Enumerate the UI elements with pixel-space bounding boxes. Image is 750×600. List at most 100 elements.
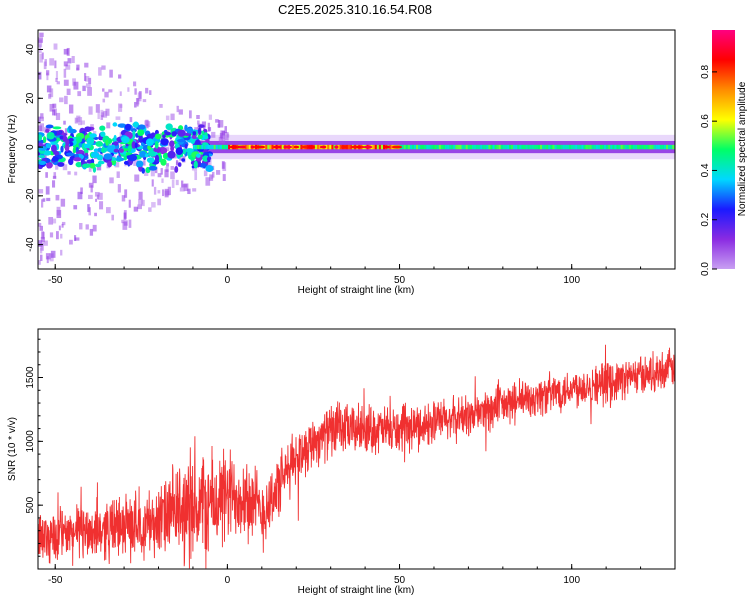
spectral-cell [129,117,133,123]
spectral-cell [544,144,547,150]
spectral-cell [90,151,100,158]
spectral-cell [55,137,61,142]
spectral-cell [164,169,169,178]
spectral-cell [205,177,211,186]
spectral-cell [148,165,158,171]
spectral-cell [531,144,534,150]
spectral-cell [68,128,77,134]
spectral-cell [55,77,58,82]
spectral-cell [614,144,617,150]
spectral-cell [442,144,446,150]
y-tick-label: 0 [25,144,36,150]
spectral-cell [75,161,83,168]
spectral-cell [216,170,221,175]
spectral-cell [69,239,73,245]
spectral-cell [104,91,109,98]
spectral-cell [102,98,106,103]
spectral-cell [226,133,230,138]
spectral-cell [599,144,603,150]
spectral-cell [378,144,382,150]
x-tick-label: -50 [48,275,63,286]
spectral-cell [75,146,79,152]
spectral-cell [414,144,417,150]
spectral-cell [246,144,249,150]
spectral-cell [224,126,227,134]
spectral-cell [38,116,41,123]
spectral-cell [668,144,671,150]
spectral-cell [74,237,80,241]
spectral-cell [87,204,90,212]
spectral-cell [95,140,103,147]
spectral-cell [88,106,93,115]
spectral-cell [566,144,570,150]
spectral-cell [573,144,576,150]
spectral-cell [73,205,78,210]
spectral-cell [519,144,522,150]
spectral-cell [109,177,114,184]
spectrogram-y-label: Frequency (Hz) [7,115,18,184]
spectral-cell [484,144,487,150]
spectral-cell [653,144,656,150]
spectral-cell [663,144,667,150]
y-tick-label: 40 [25,44,36,56]
spectral-cell [434,144,437,150]
spectrogram-x-ticks: -50 0 50 100 [48,264,676,286]
spectral-cell [58,225,61,231]
spectral-cell [113,148,119,153]
spectral-cell [93,136,99,141]
spectral-cell [552,144,555,150]
spectral-cell [209,144,212,150]
spectral-cell [272,145,282,149]
spectral-cell [48,93,52,99]
spectral-cell [500,144,503,150]
spectral-cell [206,156,211,162]
spectral-cell [60,198,66,207]
spectral-cell [108,89,113,93]
spectral-cell [100,131,106,138]
spectral-cell [137,204,142,210]
spectral-cell [265,144,268,150]
spectral-cell [144,169,149,176]
spectral-cell [504,144,508,150]
spectral-cell [134,102,137,108]
spectral-cell [533,144,537,150]
spectral-cell [73,81,79,90]
spectral-cell [428,144,431,150]
spectral-cell [53,108,57,116]
spectral-cell [635,144,638,150]
spectral-cell [334,145,339,149]
spectral-cell [142,99,147,103]
spectral-cell [542,144,545,150]
spectral-cell [440,144,444,150]
spectral-cell [639,144,642,150]
spectral-cell [40,113,44,119]
spectral-cell [133,206,139,212]
spectral-cell [102,88,105,92]
spectral-cell [165,115,170,121]
spectral-cell [102,110,108,118]
spectral-cell [68,104,74,114]
spectral-cell [175,179,179,186]
spectral-cell [157,190,161,194]
spectral-cell [59,135,64,140]
spectral-cell [161,178,164,183]
spectral-cell [56,206,61,216]
spectral-cell [610,144,613,150]
spectral-cell [221,131,225,136]
spectral-cell [38,37,43,43]
spectral-cell [525,144,528,150]
spectral-cell [38,189,44,194]
spectral-cell [521,144,524,150]
snr-frame [37,328,676,570]
spectral-cell [39,225,43,231]
spectral-cell [106,207,111,214]
spectral-cell [655,144,658,150]
spectral-cell [105,139,109,146]
spectral-cell [149,90,152,95]
spectral-cell [97,160,105,165]
spectral-cell [56,231,59,240]
spectral-cell [170,166,174,170]
spectral-cell [187,188,191,195]
spectral-cell [113,134,117,143]
spectral-cell [85,224,89,230]
